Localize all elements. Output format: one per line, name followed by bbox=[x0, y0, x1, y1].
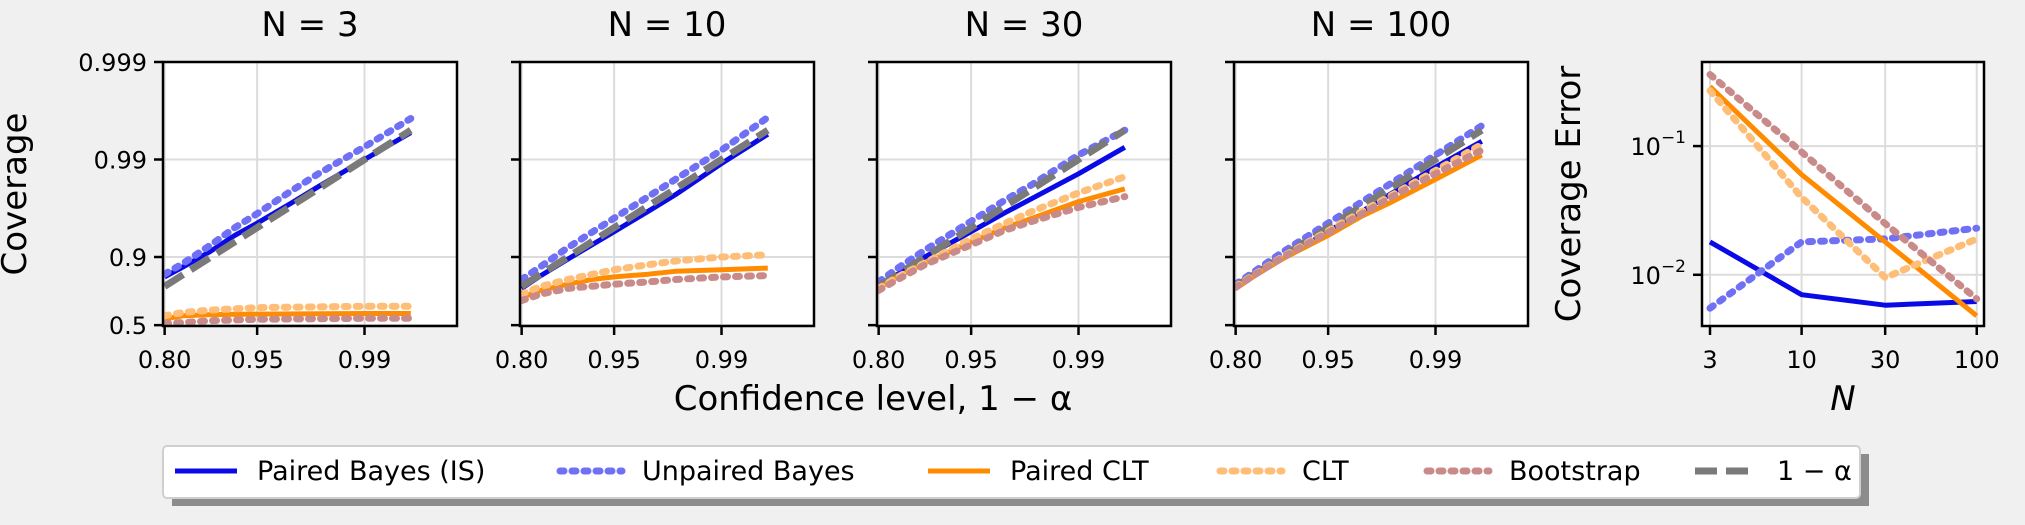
legend-frame bbox=[162, 445, 1861, 499]
panel-n-10: 0.80 0.95 0.99 N = 10 bbox=[495, 5, 816, 374]
axes-frame bbox=[161, 60, 459, 328]
x-tick-label: 0.80 bbox=[138, 346, 191, 374]
y-tick-label: 0.5 bbox=[109, 312, 147, 340]
series-line-nominal bbox=[520, 127, 770, 290]
x-tick-label: 0.80 bbox=[1209, 346, 1262, 374]
x-tick-label: 0.95 bbox=[1301, 346, 1354, 374]
series-line-paired-clt bbox=[1708, 84, 1979, 318]
x-tick-label: 3 bbox=[1702, 346, 1717, 374]
series-line-paired-bayes bbox=[520, 132, 770, 291]
series-line-bootstrap bbox=[163, 314, 415, 326]
axes-frame bbox=[1700, 60, 1986, 328]
x-tick-label: 0.99 bbox=[338, 346, 391, 374]
panel-n-3: 0.80 0.95 0.99 0.5 0.9 0.99 0.999 N = 3 Coverage bbox=[0, 5, 459, 374]
series-line-unpaired-bayes bbox=[163, 115, 415, 278]
series-line-paired-bayes bbox=[1708, 239, 1977, 308]
legend: Paired Bayes (IS) Unpaired Bayes Paired CL… bbox=[162, 445, 1869, 506]
panel-coverage-error: 3 10 30 100 10−2 10−1 Coverage Error N bbox=[1549, 60, 2000, 419]
x-tick-label: 0.99 bbox=[1409, 346, 1462, 374]
x-tick-label: 30 bbox=[1870, 346, 1901, 374]
legend-label: CLT bbox=[1302, 456, 1349, 487]
panel-n-100: 0.80 0.95 0.99 N = 100 bbox=[1209, 5, 1530, 374]
legend-label: Paired CLT bbox=[1010, 456, 1149, 487]
x-tick-label: 100 bbox=[1954, 346, 2000, 374]
x-tick-label: 0.80 bbox=[495, 346, 548, 374]
legend-item-unpaired-bayes: Unpaired Bayes bbox=[556, 456, 855, 487]
shared-x-axis-label: Confidence level, 1 − α bbox=[674, 379, 1073, 419]
y-axis-label: Coverage bbox=[0, 113, 35, 276]
series-line-bootstrap bbox=[1706, 71, 1981, 303]
x-tick-label: 0.99 bbox=[695, 346, 748, 374]
legend-label: Unpaired Bayes bbox=[642, 456, 855, 487]
series-line-nominal bbox=[1234, 127, 1484, 290]
series-line-unpaired-bayes bbox=[877, 126, 1129, 286]
series-line-bootstrap bbox=[1234, 146, 1486, 291]
series-line-nominal bbox=[877, 127, 1127, 290]
panel-title: N = 100 bbox=[1311, 5, 1451, 45]
legend-label: Paired Bayes (IS) bbox=[257, 456, 485, 487]
y-tick-label: 0.99 bbox=[94, 147, 147, 175]
x-tick-label: 0.95 bbox=[230, 346, 283, 374]
axes-frame bbox=[518, 60, 816, 328]
series-line-nominal bbox=[163, 127, 413, 290]
x-axis-label: N bbox=[1830, 379, 1855, 419]
x-tick-label: 0.95 bbox=[944, 346, 997, 374]
series-line-unpaired-bayes bbox=[1706, 224, 1981, 312]
y-tick-label: 10−1 bbox=[1630, 128, 1686, 161]
legend-label: Bootstrap bbox=[1509, 456, 1641, 487]
series-line-bootstrap bbox=[520, 272, 772, 305]
x-tick-label: 0.80 bbox=[852, 346, 905, 374]
legend-item-clt: CLT bbox=[1216, 456, 1349, 487]
legend-item-nominal: 1 − α bbox=[1695, 456, 1852, 487]
series-line-unpaired-bayes bbox=[520, 113, 772, 283]
series-line-bootstrap bbox=[877, 193, 1129, 294]
legend-item-bootstrap: Bootstrap bbox=[1423, 456, 1641, 487]
legend-label: 1 − α bbox=[1777, 456, 1852, 487]
y-tick-label: 0.999 bbox=[78, 49, 147, 77]
series-line-clt bbox=[163, 302, 415, 320]
x-tick-label: 0.95 bbox=[587, 346, 640, 374]
series-line-clt bbox=[520, 251, 772, 298]
panel-title: N = 10 bbox=[608, 5, 727, 45]
x-tick-label: 0.99 bbox=[1052, 346, 1105, 374]
legend-item-paired-bayes: Paired Bayes (IS) bbox=[175, 456, 485, 487]
y-tick-label: 0.9 bbox=[109, 244, 147, 272]
panel-n-30: 0.80 0.95 0.99 N = 30 bbox=[852, 5, 1173, 374]
y-axis-label: Coverage Error bbox=[1549, 66, 1589, 323]
panel-title: N = 30 bbox=[965, 5, 1084, 45]
axes-frame bbox=[1232, 60, 1530, 328]
y-tick-label: 10−2 bbox=[1630, 257, 1686, 290]
series-line-paired-clt bbox=[520, 265, 768, 300]
legend-item-paired-clt: Paired CLT bbox=[928, 456, 1149, 487]
panel-title: N = 3 bbox=[261, 5, 358, 45]
axes-frame bbox=[875, 60, 1173, 328]
x-tick-label: 10 bbox=[1786, 346, 1817, 374]
